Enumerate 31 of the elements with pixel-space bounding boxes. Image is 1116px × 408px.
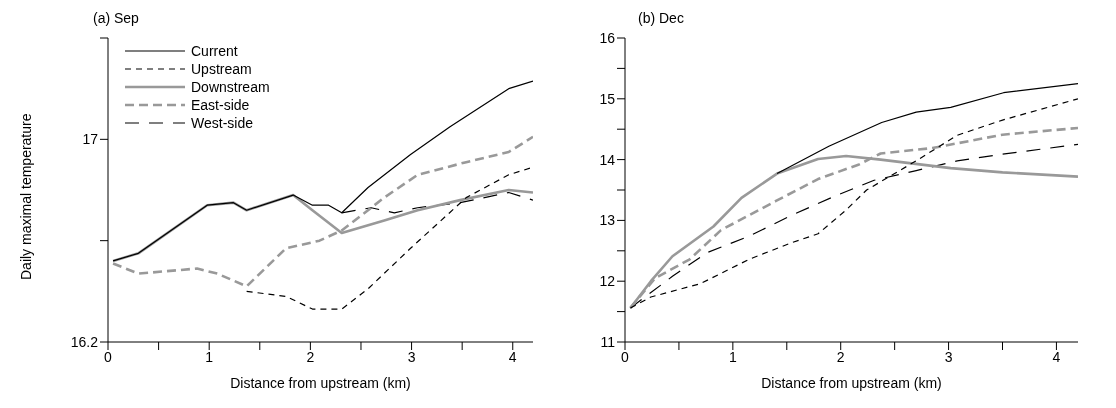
x-tick-label: 4 — [1052, 348, 1061, 365]
legend-label: Current — [191, 43, 238, 59]
legend-label: Downstream — [191, 79, 270, 95]
legend-label: Upstream — [191, 61, 252, 77]
line-series — [246, 166, 533, 310]
x-tick-label: 1 — [728, 348, 737, 365]
y-tick-label: 12 — [599, 273, 616, 290]
line-series — [776, 83, 1078, 175]
x-tick-label: 0 — [621, 348, 630, 365]
y-tick-label: 13 — [599, 212, 616, 229]
x-tick-label: 2 — [836, 348, 845, 365]
y-tick-label: 14 — [599, 151, 616, 168]
x-tick-label: 0 — [104, 348, 113, 365]
y-axis-title: Daily maximal temperature — [17, 113, 34, 280]
x-tick-label: 2 — [306, 348, 315, 365]
y-tick-label: 11 — [600, 333, 616, 350]
y-tick-label: 16.2 — [70, 333, 99, 350]
x-axis-title: Distance from upstream (km) — [761, 375, 942, 391]
chart-title: (b) Dec — [638, 10, 684, 26]
x-tick-label: 3 — [944, 348, 953, 365]
chart-title: (a) Sep — [93, 10, 139, 26]
line-series — [112, 80, 533, 262]
y-tick-label: 15 — [599, 90, 616, 107]
x-tick-label: 1 — [205, 348, 214, 365]
legend-label: East-side — [191, 97, 250, 113]
x-axis-title: Distance from upstream (km) — [230, 375, 411, 391]
x-tick-label: 4 — [508, 348, 517, 365]
legend-label: West-side — [191, 115, 253, 131]
y-tick-label: 17 — [82, 131, 99, 148]
y-tick-label: 16 — [599, 29, 616, 46]
x-tick-label: 3 — [407, 348, 416, 365]
